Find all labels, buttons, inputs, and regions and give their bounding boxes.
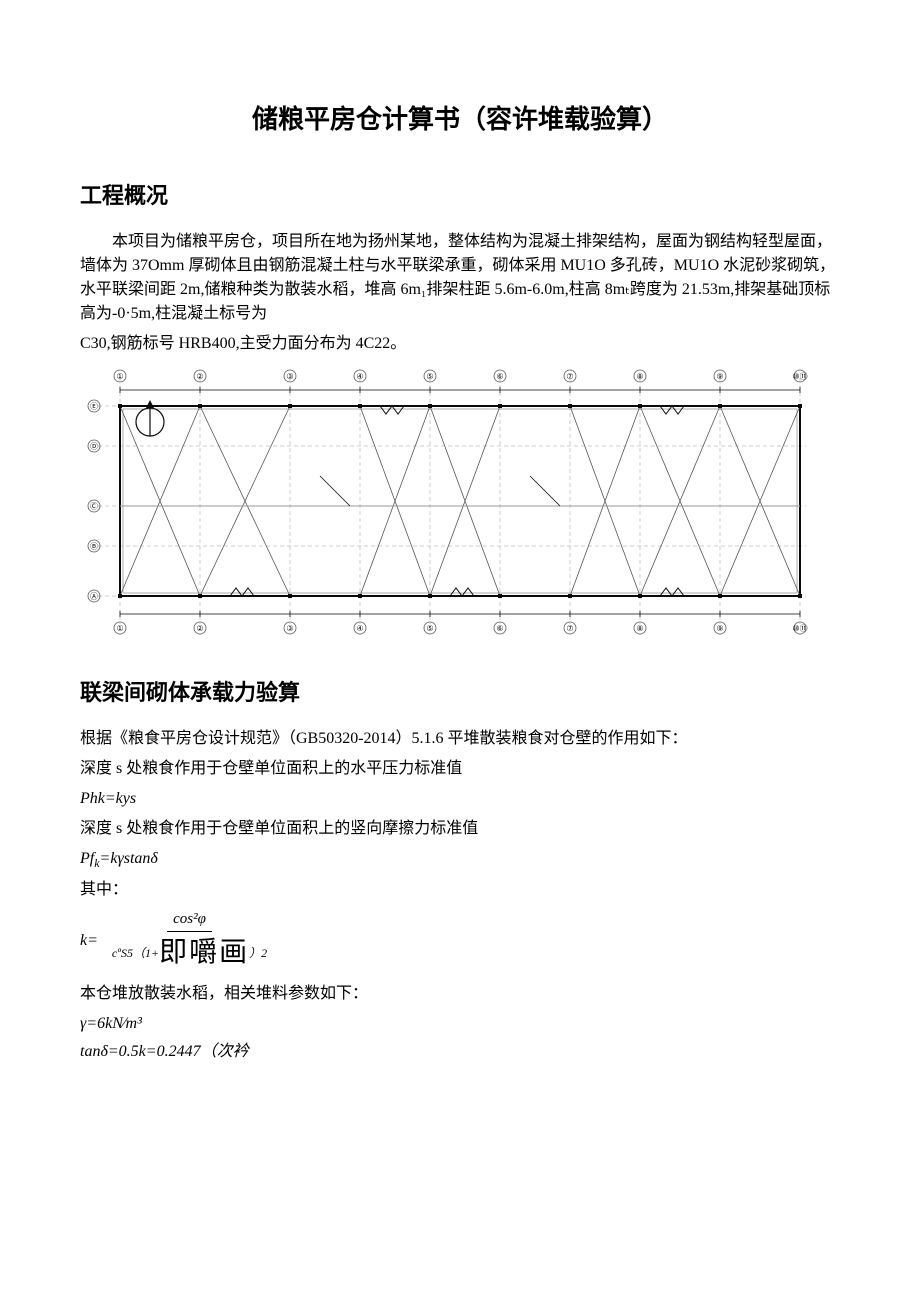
svg-text:Ⓔ: Ⓔ xyxy=(90,402,98,411)
svg-text:⑤: ⑤ xyxy=(426,624,433,633)
svg-text:⑨: ⑨ xyxy=(716,372,723,381)
svg-text:⑦: ⑦ xyxy=(566,372,573,381)
svg-text:⑩⑪: ⑩⑪ xyxy=(792,372,807,381)
svg-text:②: ② xyxy=(196,372,203,381)
svg-text:④: ④ xyxy=(356,372,363,381)
structural-plan-diagram: ① ① ② ② ③ ③ ④ ④ ⑤ ⑤ ⑥ ⑥ ⑦ ⑦ ⑧ ⑧ ⑨ ⑨ ⑩⑪ ⑩⑪ Ⓔ Ⓓ Ⓒ Ⓑ Ⓐ xyxy=(80,366,840,646)
svg-text:②: ② xyxy=(196,624,203,633)
svg-text:Ⓓ: Ⓓ xyxy=(90,442,98,451)
formula-phk: Phk=kys xyxy=(80,787,840,811)
svg-text:⑥: ⑥ xyxy=(496,624,503,633)
svg-text:⑧: ⑧ xyxy=(636,624,643,633)
svg-text:⑤: ⑤ xyxy=(426,372,433,381)
svg-text:④: ④ xyxy=(356,624,363,633)
svg-text:Ⓐ: Ⓐ xyxy=(90,592,98,601)
svg-text:Ⓒ: Ⓒ xyxy=(90,502,98,511)
svg-text:⑥: ⑥ xyxy=(496,372,503,381)
section-overview-heading: 工程概况 xyxy=(80,179,840,212)
calc-line-2: 深度 s 处粮食作用于仓壁单位面积上的水平压力标准值 xyxy=(80,757,840,781)
section-calc-heading: 联梁间砌体承载力验算 xyxy=(80,676,840,709)
calc-line-3: 深度 s 处粮食作用于仓壁单位面积上的竖向摩擦力标准值 xyxy=(80,817,840,841)
formula-tan-delta: tanδ=0.5k=0.2447（次衿 xyxy=(80,1040,840,1064)
svg-text:③: ③ xyxy=(286,372,293,381)
svg-text:①: ① xyxy=(116,624,123,633)
svg-text:⑧: ⑧ xyxy=(636,372,643,381)
formula-pfk: Pfk=kγstanδ xyxy=(80,847,840,872)
plan-svg: ① ① ② ② ③ ③ ④ ④ ⑤ ⑤ ⑥ ⑥ ⑦ ⑦ ⑧ ⑧ ⑨ ⑨ ⑩⑪ ⑩⑪ Ⓔ Ⓓ Ⓒ Ⓑ Ⓐ xyxy=(80,366,840,646)
formula-k: k= cos²φ cºS5（1+ 即嚼画 ）2 xyxy=(80,908,840,974)
overview-para-1: 本项目为储粮平房仓，项目所在地为扬州某地，整体结构为混凝土排架结构，屋面为钢结构… xyxy=(80,230,840,326)
svg-text:③: ③ xyxy=(286,624,293,633)
calc-line-1: 根据《粮食平房仓设计规范》（GB50320-2014）5.1.6 平堆散装粮食对… xyxy=(80,727,840,751)
calc-line-5: 本仓堆放散装水稻，相关堆料参数如下： xyxy=(80,982,840,1006)
svg-text:①: ① xyxy=(116,372,123,381)
svg-text:⑨: ⑨ xyxy=(716,624,723,633)
svg-text:⑦: ⑦ xyxy=(566,624,573,633)
formula-gamma: γ=6kN∕m³ xyxy=(80,1012,840,1036)
overview-para-2: C30,钢筋标号 HRB400,主受力面分布为 4C22。 xyxy=(80,332,840,356)
svg-text:Ⓑ: Ⓑ xyxy=(90,542,98,551)
page-title: 储粮平房仓计算书（容许堆载验算） xyxy=(80,100,840,139)
svg-text:⑩⑪: ⑩⑪ xyxy=(792,624,807,633)
calc-line-4: 其中： xyxy=(80,878,840,902)
